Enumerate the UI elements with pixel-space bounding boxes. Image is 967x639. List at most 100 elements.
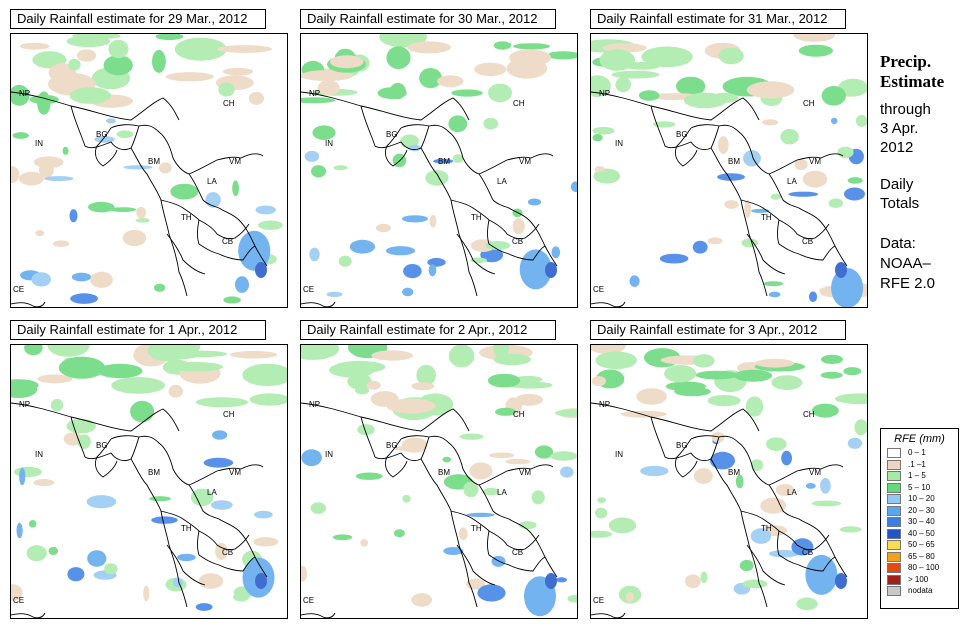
daily-label: Daily — [880, 176, 914, 193]
country-label: IN — [615, 450, 623, 459]
rain-patch — [820, 477, 831, 494]
country-border — [11, 301, 46, 307]
rain-patch — [710, 451, 735, 470]
rain-patch — [52, 240, 70, 247]
rain-patch — [24, 345, 43, 356]
country-label: TH — [471, 524, 482, 533]
rain-patch — [301, 70, 353, 82]
rain-patch — [693, 468, 713, 484]
rain-patch — [429, 215, 437, 228]
country-label: CE — [13, 285, 24, 294]
legend-swatch — [887, 528, 901, 539]
rain-core — [805, 554, 838, 595]
legend-row: 10 – 20 — [881, 493, 958, 505]
country-border — [11, 402, 180, 432]
legend-swatch — [887, 471, 901, 481]
rain-patch — [425, 170, 449, 186]
country-border — [478, 173, 558, 267]
rain-patch — [19, 42, 50, 50]
rain-patch — [258, 220, 283, 230]
rain-patch — [611, 70, 660, 79]
rain-patch — [11, 584, 23, 601]
rain-patch — [443, 547, 464, 555]
country-border — [456, 233, 496, 275]
country-label: BM — [148, 468, 160, 477]
rain-patch — [493, 41, 512, 50]
rain-patch — [50, 398, 64, 412]
rain-patch — [37, 374, 73, 384]
rain-patch — [505, 458, 531, 465]
side-title: Precip. Estimate — [880, 52, 965, 92]
rain-patch — [433, 158, 454, 164]
legend-label: > 100 — [908, 574, 929, 584]
rain-patch — [69, 87, 112, 104]
country-border — [591, 402, 760, 432]
legend-label: nodata — [908, 586, 933, 595]
country-label: TH — [471, 213, 482, 222]
rain-patch — [108, 39, 129, 59]
country-label: VM — [519, 468, 531, 477]
country-border — [301, 301, 336, 307]
rain-patch — [370, 391, 399, 407]
country-label: CB — [512, 237, 523, 246]
rain-patch — [734, 369, 773, 382]
rain-patch — [796, 597, 818, 611]
rain-core — [545, 573, 557, 589]
rain-patch — [442, 456, 452, 463]
rain-patch — [515, 393, 543, 406]
rain-patch — [775, 484, 795, 496]
rain-patch — [33, 479, 55, 487]
rain-patch — [357, 424, 375, 436]
country-label: VM — [809, 157, 821, 166]
country-border — [301, 402, 470, 432]
rainfall-map: NP CH IN BG BM VM LA TH CB CE — [10, 344, 288, 619]
country-border — [768, 173, 848, 267]
map-svg: NP CH IN BG BM VM LA TH CB CE — [591, 34, 867, 307]
rainfall-map: NP CH IN BG BM VM LA TH CB CE — [590, 33, 868, 308]
rain-patch — [153, 283, 166, 292]
rain-patch — [109, 207, 137, 213]
rain-patch — [62, 146, 69, 155]
rain-patch — [76, 49, 97, 62]
country-label: CE — [593, 285, 604, 294]
panel-title: Daily Rainfall estimate for 31 Mar., 201… — [590, 9, 846, 29]
rain-patch — [847, 177, 863, 184]
country-border — [70, 416, 140, 462]
rain-patch — [664, 365, 697, 383]
rain-patch — [428, 264, 437, 277]
country-border — [428, 124, 554, 175]
legend-swatch — [887, 482, 901, 493]
rain-patch — [195, 603, 213, 611]
rain-patch — [597, 497, 607, 503]
rain-patch — [711, 432, 725, 443]
rain-patch — [48, 546, 59, 556]
legend-row: > 100 — [881, 574, 958, 586]
rain-patch — [718, 136, 729, 154]
country-label: BG — [386, 130, 398, 139]
rain-patch — [567, 594, 577, 603]
rain-patch — [402, 287, 414, 297]
rain-patch — [174, 37, 227, 61]
rain-patch — [828, 198, 843, 208]
country-label: IN — [35, 139, 43, 148]
country-border — [591, 91, 760, 121]
country-border — [591, 301, 626, 307]
country-border — [197, 219, 256, 261]
country-border — [450, 199, 540, 240]
rain-patch — [375, 223, 391, 233]
rain-patch — [130, 400, 155, 423]
rain-patch — [760, 497, 787, 514]
rain-patch — [19, 171, 44, 186]
country-border — [746, 544, 786, 586]
rain-patch — [332, 534, 353, 541]
rainfall-field — [591, 345, 867, 611]
rain-patch — [218, 82, 235, 97]
country-label: NP — [19, 89, 30, 98]
legend-label: 50 – 65 — [908, 540, 935, 549]
country-border — [138, 435, 264, 486]
legend-row: 50 – 65 — [881, 539, 958, 551]
rain-patch — [781, 450, 792, 466]
rain-patch — [798, 44, 833, 57]
rain-patch — [152, 49, 166, 73]
country-label: CB — [222, 237, 233, 246]
